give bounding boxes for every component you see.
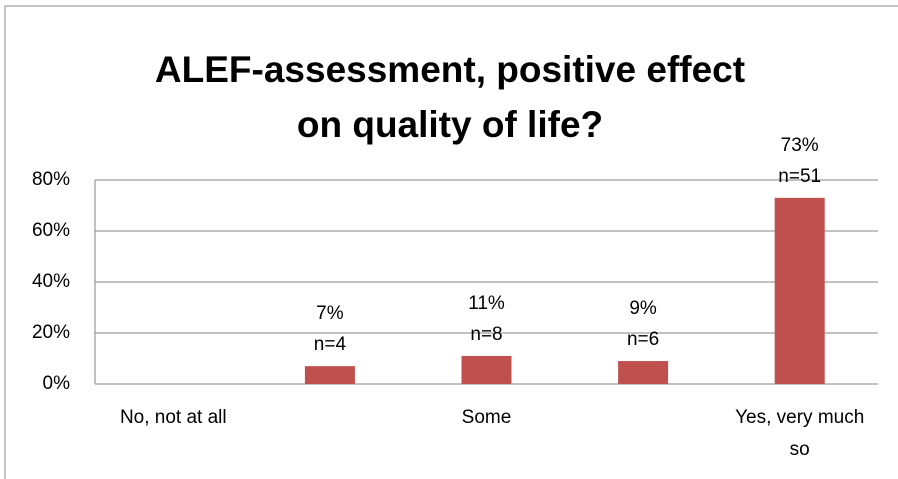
bar (774, 197, 825, 384)
y-tick-label: 20% (32, 322, 70, 343)
chart-border (4, 5, 898, 479)
y-tick-label: 60% (32, 220, 70, 241)
chart-title: ALEF-assessment, positive effect on qual… (154, 49, 746, 145)
y-tick-label: 80% (32, 169, 70, 190)
count-label: n=51 (778, 166, 821, 187)
count-label: n=6 (627, 329, 659, 350)
data-label: 7% (316, 303, 344, 324)
data-label: 73% (781, 135, 819, 156)
bar (618, 361, 669, 384)
data-label: 9% (629, 298, 657, 319)
bar (304, 366, 355, 384)
x-tick-label: No, not at all (119, 407, 227, 428)
bar (461, 355, 512, 384)
count-label: n=8 (470, 324, 502, 345)
x-tick-label: Yes, very much so (735, 407, 865, 460)
y-tick-label: 0% (43, 373, 71, 394)
y-tick-label: 40% (32, 271, 70, 292)
x-tick-label: Some (461, 407, 512, 428)
data-label: 11% (468, 293, 505, 314)
count-label: n=4 (314, 334, 347, 355)
